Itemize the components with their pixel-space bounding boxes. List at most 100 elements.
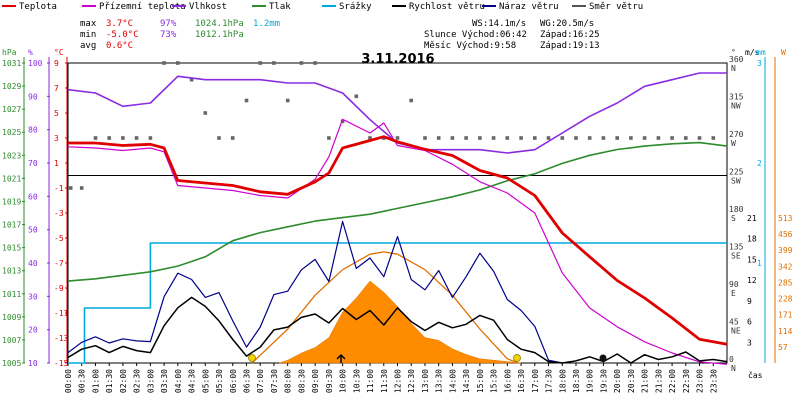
stat-max-press: 1024.1hPa [195,19,244,29]
x-tick-label: 11:30 [380,369,389,393]
axis-tick-dir-label: W [731,139,736,148]
wind-direction-point [697,136,702,140]
x-tick-label: 00:30 [78,369,87,393]
axis-tick-dir: 225 [729,168,744,177]
axis-tick-dir-label: N [731,364,736,373]
wind-direction-point [436,136,441,140]
wind-direction-point [148,136,153,140]
wind-direction-point [230,136,235,140]
x-tick-label: 18:30 [572,369,581,393]
axis-tick-dir-label: SW [731,177,741,186]
axis-tick-hPa: 1027 [2,105,21,114]
legend-item-rychlost-vetru: Rychlost větru [392,2,485,12]
x-tick-label: 10:30 [352,369,361,393]
axis-title-hPa: hPa [2,48,17,57]
wind-direction-point [313,61,317,65]
stat-max-label: max [80,19,97,29]
axis-tick-w: 513 [778,214,793,223]
x-tick-label: 21:00 [641,369,650,393]
axis-tick-mm: 3 [757,59,762,68]
wind-direction-point [176,61,180,65]
moonrise-icon [336,353,346,363]
wind-direction-point [409,98,413,103]
x-tick-label: 22:00 [668,369,677,393]
wind-direction-point [574,136,578,140]
stat-min-label: min [80,30,96,40]
wind-direction-point [505,136,510,140]
stat-avg-temp: 0.6°C [106,41,133,51]
axis-tick-w: 342 [778,262,793,271]
axis-tick-w: 228 [778,295,793,304]
wind-direction-point [354,94,359,99]
x-tick-label: 23:30 [709,369,718,393]
wind-direction-point [629,136,633,140]
x-tick-label: 07:30 [270,369,279,393]
x-tick-label: 21:30 [654,369,663,393]
x-tick-label: 10:00 [339,369,348,393]
axis-tick-temp: 7 [54,84,59,93]
axis-tick-temp: -13 [54,334,69,343]
axis-tick-ms: 6 [747,318,752,327]
legend-item-tlak: Tlak [252,2,291,12]
axis-tick-hPa: 1019 [2,197,21,206]
wind-direction-point [340,119,345,124]
wind-direction-point [656,136,661,140]
series-gust-line [67,220,563,364]
x-tick-label: 18:00 [558,369,567,393]
x-tick-label: 01:30 [105,369,114,393]
axis-tick-temp: 5 [54,109,59,118]
x-tick-label: 02:00 [119,369,128,393]
wind-direction-point [560,136,565,140]
axis-title-temp: °C [54,48,64,57]
axis-tick-hPa: 1017 [2,221,21,230]
x-tick-label: 04:00 [174,369,183,393]
sunset-icon [513,354,521,362]
axis-tick-temp: 3 [54,134,59,143]
axis-tick-temp: -15 [54,359,69,368]
wind-direction-point [533,136,537,140]
sunrise-icon [248,354,256,362]
wind-direction-point [299,61,304,65]
axis-tick-hPa: 1007 [2,336,21,345]
series-layer [67,61,728,365]
axis-tick-dir: 270 [729,130,744,139]
x-tick-label: 04:30 [188,369,197,393]
axis-tick-temp: -5 [54,234,64,243]
series-ground-temp-line [67,118,728,365]
series-wind-speed-line [67,296,728,364]
x-tick-label: 09:30 [325,369,334,393]
wind-direction-point [546,136,551,140]
axis-tick-mm: 2 [757,159,762,168]
wind-direction-point [79,186,84,190]
moonset-icon [599,354,607,362]
x-axis-label: čas [748,370,763,380]
info-sun: Slunce Východ:06:42 [424,30,527,40]
axis-tick-hum: 80 [28,126,38,135]
svg-text:Vlhkost: Vlhkost [189,2,227,12]
axis-tick-ms: 9 [747,297,752,306]
wind-direction-point [450,136,455,140]
info-block: WS:14.1m/s WG:20.5m/s Slunce Východ:06:4… [424,19,600,51]
legend-item-naraz-vetru: Náraz větru [482,2,559,12]
axis-tick-hum: 40 [28,259,38,268]
stat-max-rain: 1.2mm [253,19,280,29]
info-ws: WS:14.1m/s [472,19,526,29]
axis-title-dir: ° [731,48,736,57]
x-tick-label: 03:00 [146,369,155,393]
legend-item-teplota: Teplota [2,2,57,12]
axis-tick-mm: 1 [757,259,762,268]
x-tick-label: 14:00 [448,369,457,393]
axis-tick-ms: 3 [747,338,752,347]
x-tick-label: 17:30 [545,369,554,393]
x-tick-label: 16:00 [503,369,512,393]
wind-direction-point [423,136,427,140]
wind-direction-point [121,136,125,140]
axis-tick-ms: 21 [747,214,757,223]
wind-direction-point [189,77,194,82]
axis-tick-hum: 90 [28,92,38,101]
x-tick-label: 20:30 [627,369,636,393]
axis-tick-temp: -7 [54,259,64,268]
axis-tick-hum: 60 [28,192,38,201]
x-tick-label: 02:30 [133,369,142,393]
wind-direction-point [285,98,290,103]
